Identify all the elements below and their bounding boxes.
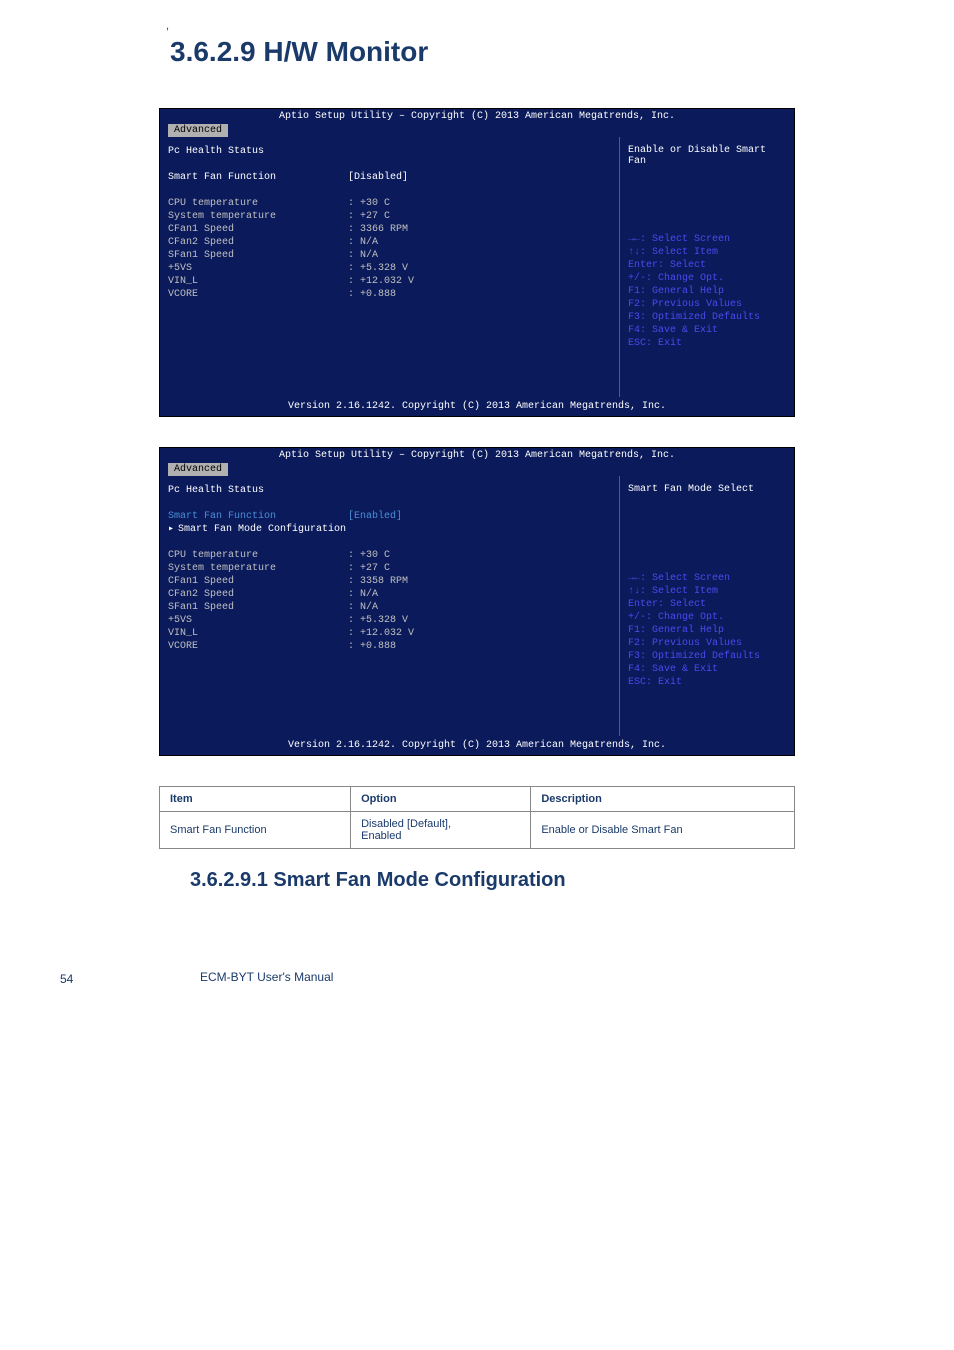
submenu-arrow-icon: ▸	[168, 523, 174, 536]
smart-fan-label[interactable]: Smart Fan Function	[168, 171, 348, 184]
key-esc: ESC: Exit	[628, 337, 786, 350]
cpu-temp-label: CPU temperature	[168, 549, 348, 562]
vinl-label: VIN_L	[168, 627, 348, 640]
bios-screenshot-2: Aptio Setup Utility – Copyright (C) 2013…	[159, 447, 795, 756]
cfan2-label: CFan2 Speed	[168, 236, 348, 249]
table-header-option: Option	[351, 787, 531, 812]
5vs-value: : +5.328 V	[348, 614, 408, 627]
bios-header: Aptio Setup Utility – Copyright (C) 2013…	[160, 109, 794, 124]
key-change-opt: +/-: Change Opt.	[628, 611, 786, 624]
key-opt-defaults: F3: Optimized Defaults	[628, 311, 786, 324]
key-save-exit: F4: Save & Exit	[628, 324, 786, 337]
key-opt-defaults: F3: Optimized Defaults	[628, 650, 786, 663]
key-general-help: F1: General Help	[628, 285, 786, 298]
sys-temp-label: System temperature	[168, 210, 348, 223]
5vs-label: +5VS	[168, 262, 348, 275]
smart-fan-value[interactable]: [Enabled]	[348, 510, 402, 523]
bios-left-panel: Pc Health Status Smart Fan Function [Ena…	[160, 476, 619, 736]
key-prev-values: F2: Previous Values	[628, 637, 786, 650]
bios-footer: Version 2.16.1242. Copyright (C) 2013 Am…	[160, 397, 794, 416]
cpu-temp-value: : +30 C	[348, 197, 390, 210]
table-row: Smart Fan Function Disabled [Default], E…	[160, 812, 795, 849]
cfan2-value: : N/A	[348, 588, 378, 601]
table-header-item: Item	[160, 787, 351, 812]
cfan1-value: : 3358 RPM	[348, 575, 408, 588]
key-prev-values: F2: Previous Values	[628, 298, 786, 311]
table-header-description: Description	[531, 787, 795, 812]
key-select-screen: →←: Select Screen	[628, 233, 786, 246]
key-general-help: F1: General Help	[628, 624, 786, 637]
table-cell-desc: Enable or Disable Smart Fan	[531, 812, 795, 849]
bios-help-text: Smart Fan Mode Select	[628, 484, 786, 495]
key-esc: ESC: Exit	[628, 676, 786, 689]
section-title: 3.6.2.9.1 Smart Fan Mode Configuration	[190, 869, 954, 892]
vcore-label: VCORE	[168, 640, 348, 653]
cfan1-value: : 3366 RPM	[348, 223, 408, 236]
key-select-screen: →←: Select Screen	[628, 572, 786, 585]
bios-footer: Version 2.16.1242. Copyright (C) 2013 Am…	[160, 736, 794, 755]
key-select-item: ↑↓: Select Item	[628, 585, 786, 598]
bios-screenshot-1: Aptio Setup Utility – Copyright (C) 2013…	[159, 108, 795, 417]
bios-tab-advanced[interactable]: Advanced	[168, 124, 228, 137]
key-select-item: ↑↓: Select Item	[628, 246, 786, 259]
sfan1-label: SFan1 Speed	[168, 601, 348, 614]
bios-left-panel: Pc Health Status Smart Fan Function [Dis…	[160, 137, 619, 397]
bios-header: Aptio Setup Utility – Copyright (C) 2013…	[160, 448, 794, 463]
table-cell-item: Smart Fan Function	[160, 812, 351, 849]
vcore-value: : +0.888	[348, 640, 396, 653]
vcore-label: VCORE	[168, 288, 348, 301]
health-status-title: Pc Health Status	[168, 484, 348, 497]
health-status-title: Pc Health Status	[168, 145, 348, 158]
bios-help-text: Enable or Disable Smart Fan	[628, 145, 786, 167]
cfan1-label: CFan1 Speed	[168, 575, 348, 588]
smart-fan-value[interactable]: [Disabled]	[348, 171, 408, 184]
vinl-value: : +12.032 V	[348, 275, 414, 288]
5vs-value: : +5.328 V	[348, 262, 408, 275]
5vs-label: +5VS	[168, 614, 348, 627]
key-save-exit: F4: Save & Exit	[628, 663, 786, 676]
sfan1-value: : N/A	[348, 601, 378, 614]
smart-fan-config-submenu[interactable]: Smart Fan Mode Configuration	[178, 523, 346, 536]
key-enter: Enter: Select	[628, 598, 786, 611]
sfan1-label: SFan1 Speed	[168, 249, 348, 262]
bios-tab-advanced[interactable]: Advanced	[168, 463, 228, 476]
cfan2-label: CFan2 Speed	[168, 588, 348, 601]
breadcrumb-comma: ,	[166, 20, 954, 32]
sfan1-value: : N/A	[348, 249, 378, 262]
table-cell-option: Disabled [Default], Enabled	[351, 812, 531, 849]
bios-right-panel: Enable or Disable Smart Fan →←: Select S…	[619, 137, 794, 397]
bios-tab-row: Advanced	[160, 463, 794, 476]
sys-temp-label: System temperature	[168, 562, 348, 575]
page-title: 3.6.2.9 H/W Monitor	[170, 36, 954, 68]
bios-right-panel: Smart Fan Mode Select →←: Select Screen …	[619, 476, 794, 736]
bios-tab-row: Advanced	[160, 124, 794, 137]
cpu-temp-value: : +30 C	[348, 549, 390, 562]
vinl-label: VIN_L	[168, 275, 348, 288]
cfan1-label: CFan1 Speed	[168, 223, 348, 236]
key-change-opt: +/-: Change Opt.	[628, 272, 786, 285]
footer-manual-title: ECM-BYT User's Manual	[200, 970, 954, 984]
cpu-temp-label: CPU temperature	[168, 197, 348, 210]
vinl-value: : +12.032 V	[348, 627, 414, 640]
option-table: Item Option Description Smart Fan Functi…	[159, 786, 795, 849]
cfan2-value: : N/A	[348, 236, 378, 249]
key-enter: Enter: Select	[628, 259, 786, 272]
sys-temp-value: : +27 C	[348, 562, 390, 575]
sys-temp-value: : +27 C	[348, 210, 390, 223]
smart-fan-label[interactable]: Smart Fan Function	[168, 510, 348, 523]
vcore-value: : +0.888	[348, 288, 396, 301]
